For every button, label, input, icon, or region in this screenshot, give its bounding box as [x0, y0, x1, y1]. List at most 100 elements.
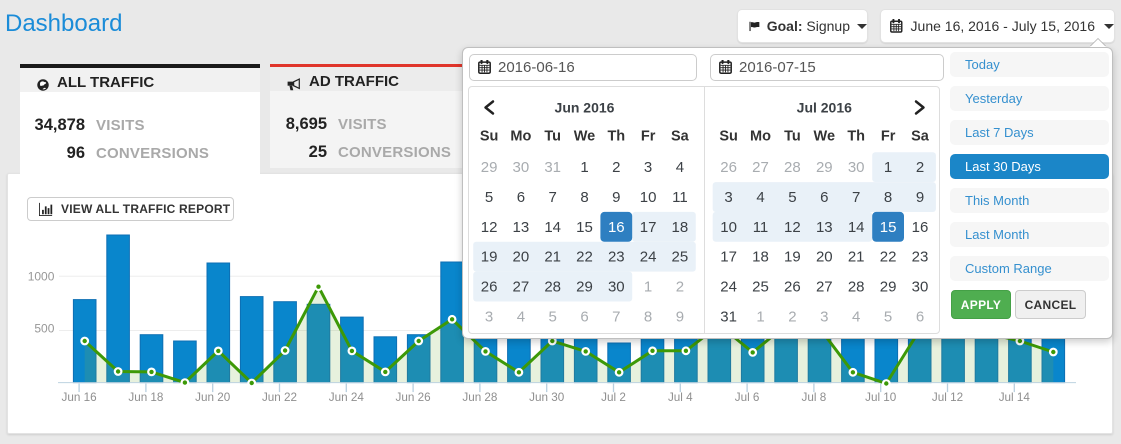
svg-text:6: 6	[820, 189, 828, 206]
svg-text:21: 21	[544, 249, 561, 266]
svg-text:Jul 4: Jul 4	[668, 391, 693, 404]
svg-text:31: 31	[720, 308, 737, 325]
svg-text:29: 29	[816, 159, 833, 176]
svg-text:We: We	[814, 129, 836, 145]
svg-text:1: 1	[756, 308, 764, 325]
svg-text:6: 6	[580, 308, 588, 325]
svg-text:30: 30	[608, 279, 625, 296]
svg-text:24: 24	[640, 249, 657, 266]
svg-text:28: 28	[848, 279, 865, 296]
svg-text:Tu: Tu	[784, 129, 801, 145]
svg-text:5: 5	[788, 189, 796, 206]
svg-text:Fr: Fr	[881, 129, 896, 145]
svg-text:1: 1	[580, 159, 588, 176]
svg-text:29: 29	[576, 279, 593, 296]
svg-text:3: 3	[644, 159, 652, 176]
svg-text:17: 17	[720, 249, 737, 266]
svg-text:27: 27	[752, 159, 769, 176]
svg-text:26: 26	[481, 279, 498, 296]
svg-text:1000: 1000	[28, 269, 55, 283]
svg-text:Jul 6: Jul 6	[735, 391, 760, 404]
svg-text:20: 20	[513, 249, 530, 266]
svg-text:7: 7	[549, 189, 557, 206]
svg-text:Jun 20: Jun 20	[195, 391, 231, 404]
svg-text:3: 3	[485, 308, 493, 325]
svg-text:14: 14	[848, 219, 865, 236]
svg-text:27: 27	[513, 279, 530, 296]
svg-text:29: 29	[481, 159, 498, 176]
svg-text:15: 15	[576, 219, 593, 236]
svg-text:Jun 16: Jun 16	[62, 391, 97, 404]
svg-text:26: 26	[720, 159, 737, 176]
svg-text:4: 4	[852, 308, 860, 325]
svg-text:23: 23	[912, 249, 929, 266]
svg-text:19: 19	[784, 249, 801, 266]
svg-text:Jun 18: Jun 18	[128, 391, 163, 404]
svg-text:22: 22	[880, 249, 897, 266]
svg-text:Th: Th	[847, 129, 865, 145]
svg-text:20: 20	[816, 249, 833, 266]
svg-text:Tu: Tu	[544, 129, 561, 145]
svg-text:5: 5	[884, 308, 892, 325]
svg-text:18: 18	[752, 249, 769, 266]
svg-text:12: 12	[784, 219, 801, 236]
svg-text:Jun 24: Jun 24	[329, 391, 365, 404]
svg-text:4: 4	[676, 159, 684, 176]
svg-text:9: 9	[916, 189, 924, 206]
svg-text:2: 2	[916, 159, 924, 176]
svg-text:500: 500	[34, 321, 54, 335]
svg-text:Mo: Mo	[510, 129, 531, 145]
svg-text:9: 9	[676, 308, 684, 325]
svg-text:Fr: Fr	[641, 129, 656, 145]
svg-text:Jun 28: Jun 28	[462, 391, 497, 404]
svg-text:27: 27	[816, 279, 833, 296]
svg-text:16: 16	[608, 219, 625, 236]
svg-text:Jun 26: Jun 26	[396, 391, 431, 404]
svg-text:21: 21	[848, 249, 865, 266]
svg-text:29: 29	[880, 279, 897, 296]
svg-text:26: 26	[784, 279, 801, 296]
svg-text:9: 9	[612, 189, 620, 206]
svg-text:Jun 22: Jun 22	[262, 391, 297, 404]
svg-text:11: 11	[753, 219, 769, 236]
svg-text:4: 4	[756, 189, 764, 206]
svg-text:Th: Th	[607, 129, 625, 145]
svg-text:2: 2	[676, 279, 684, 296]
svg-text:7: 7	[612, 308, 620, 325]
svg-text:Jul 2: Jul 2	[601, 391, 626, 404]
svg-text:30: 30	[513, 159, 530, 176]
svg-text:12: 12	[481, 219, 498, 236]
svg-text:Sa: Sa	[671, 129, 690, 145]
svg-text:19: 19	[481, 249, 498, 266]
svg-text:8: 8	[580, 189, 588, 206]
svg-text:1: 1	[884, 159, 892, 176]
svg-text:18: 18	[672, 219, 689, 236]
svg-text:14: 14	[544, 219, 561, 236]
svg-text:15: 15	[880, 219, 897, 236]
svg-text:16: 16	[912, 219, 929, 236]
svg-text:Jul 8: Jul 8	[802, 391, 827, 404]
svg-text:17: 17	[640, 219, 657, 236]
svg-text:We: We	[574, 129, 596, 145]
svg-text:24: 24	[720, 279, 737, 296]
svg-text:28: 28	[544, 279, 561, 296]
svg-text:2: 2	[612, 159, 620, 176]
svg-text:5: 5	[549, 308, 557, 325]
svg-text:3: 3	[820, 308, 828, 325]
svg-text:28: 28	[784, 159, 801, 176]
svg-text:3: 3	[724, 189, 732, 206]
svg-text:10: 10	[720, 219, 737, 236]
svg-text:25: 25	[752, 279, 769, 296]
svg-text:13: 13	[513, 219, 530, 236]
svg-text:30: 30	[912, 279, 929, 296]
svg-text:Jun 2016: Jun 2016	[555, 99, 615, 115]
svg-text:Su: Su	[719, 129, 738, 145]
svg-text:8: 8	[644, 308, 652, 325]
svg-text:Jun 30: Jun 30	[529, 391, 565, 404]
svg-text:22: 22	[576, 249, 593, 266]
svg-text:2: 2	[788, 308, 796, 325]
svg-text:31: 31	[544, 159, 561, 176]
svg-text:8: 8	[884, 189, 892, 206]
svg-text:13: 13	[816, 219, 833, 236]
svg-text:6: 6	[517, 189, 525, 206]
